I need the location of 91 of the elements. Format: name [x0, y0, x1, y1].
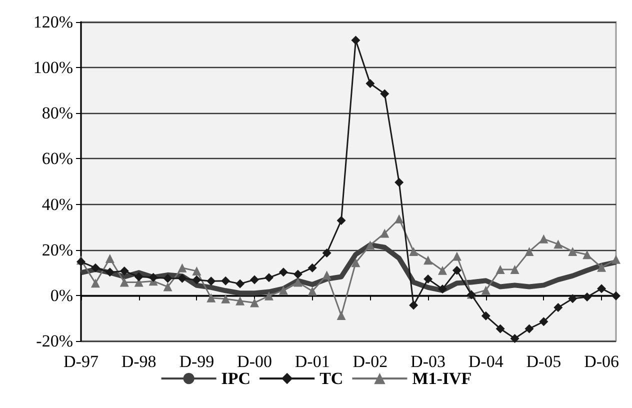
point	[539, 234, 548, 244]
point	[554, 240, 563, 249]
point	[481, 286, 490, 295]
point	[206, 293, 216, 302]
y-tick-label: 40%	[42, 194, 73, 214]
point	[597, 262, 606, 272]
point	[336, 310, 346, 320]
point	[424, 274, 433, 284]
point	[278, 268, 288, 277]
point	[554, 303, 563, 312]
x-tick-label: D-97	[64, 352, 99, 371]
point	[568, 246, 578, 256]
point	[322, 248, 332, 258]
point	[597, 284, 606, 294]
point	[351, 36, 360, 45]
point	[278, 286, 288, 295]
y-tick-label: -20%	[36, 332, 73, 350]
point	[308, 286, 317, 296]
point	[409, 246, 418, 256]
point	[206, 276, 216, 286]
point	[236, 296, 245, 306]
x-tick-label: D-05	[526, 352, 562, 371]
point	[322, 270, 332, 280]
point	[424, 256, 433, 265]
point	[612, 291, 620, 300]
x-tick-label: D-98	[121, 352, 156, 371]
point	[612, 254, 620, 264]
x-tick-label: D-01	[294, 352, 330, 371]
x-tick-label: D-04	[468, 352, 504, 371]
point	[250, 275, 260, 284]
point	[163, 282, 172, 292]
y-tick-label: 80%	[42, 104, 73, 123]
point	[452, 252, 462, 261]
point	[524, 246, 534, 256]
point	[568, 294, 578, 304]
point	[105, 254, 114, 264]
point	[524, 324, 534, 334]
point	[394, 178, 404, 187]
x-tick-label: D-99	[179, 352, 214, 371]
point	[539, 317, 548, 326]
point	[336, 216, 346, 225]
point	[351, 258, 360, 268]
point	[264, 273, 274, 282]
point	[582, 292, 592, 302]
point	[308, 263, 317, 272]
point	[178, 263, 187, 272]
legend-label: M1-IVF	[412, 369, 472, 388]
y-tick-label: 120%	[33, 12, 73, 32]
legend-label: TC	[320, 369, 344, 388]
x-tick-label: D-06	[584, 352, 620, 371]
point	[250, 298, 260, 308]
point	[192, 275, 202, 284]
point	[510, 264, 520, 274]
point	[481, 311, 490, 320]
point	[366, 240, 375, 250]
point	[438, 284, 447, 294]
point	[582, 250, 592, 260]
point	[496, 264, 505, 274]
point	[148, 272, 158, 282]
y-tick-label: 20%	[42, 240, 73, 260]
legend-label: IPC	[221, 369, 251, 388]
point	[221, 276, 230, 286]
point	[264, 291, 274, 300]
point	[120, 266, 129, 276]
point	[120, 278, 129, 287]
x-tick-label: D-02	[352, 352, 388, 371]
point	[380, 228, 390, 238]
point	[293, 270, 302, 279]
point	[496, 324, 505, 334]
point	[510, 334, 520, 343]
point	[178, 274, 187, 283]
point	[163, 274, 172, 283]
point	[409, 300, 418, 310]
point	[394, 214, 404, 224]
point	[293, 278, 302, 287]
point	[134, 272, 144, 282]
point	[366, 79, 375, 88]
point	[105, 268, 114, 277]
point	[90, 263, 100, 272]
point	[452, 266, 462, 275]
point	[236, 279, 245, 288]
y-tick-label: 0%	[50, 286, 73, 305]
point	[90, 278, 100, 288]
point	[192, 266, 202, 276]
y-tick-label: 60%	[42, 149, 73, 168]
point	[438, 266, 447, 275]
x-tick-label: D-00	[237, 352, 272, 371]
point	[221, 294, 230, 304]
y-tick-label: 100%	[33, 58, 73, 78]
x-tick-label: D-03	[410, 352, 446, 371]
point	[380, 89, 390, 98]
